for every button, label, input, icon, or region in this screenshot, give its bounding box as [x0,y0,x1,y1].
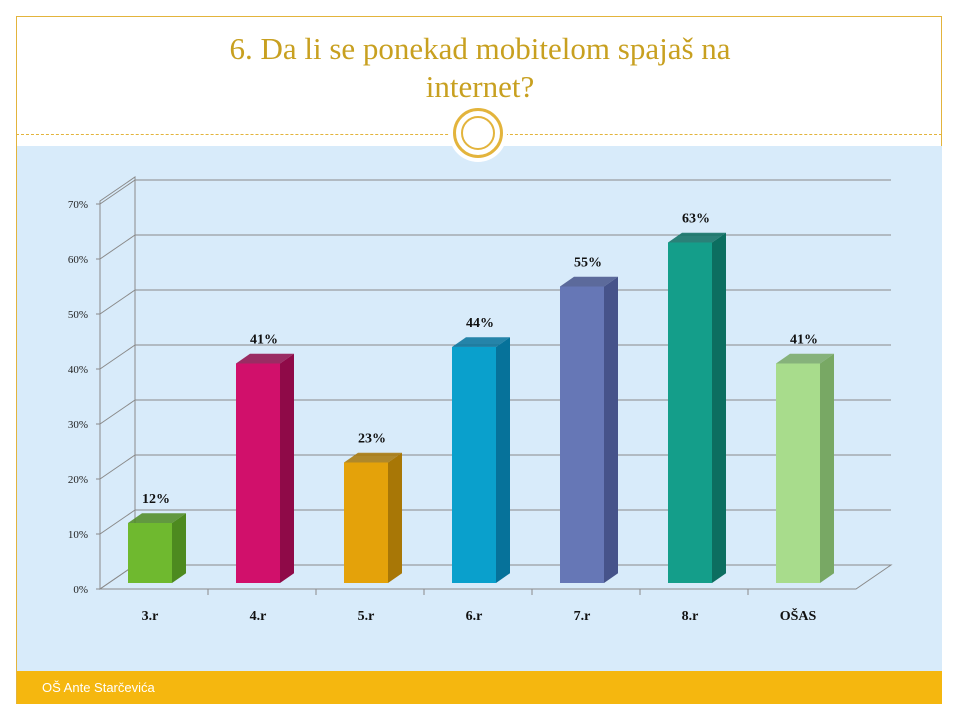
title-line-2: internet? [425,69,535,104]
y-tick-label: 30% [68,419,88,431]
data-label: 12% [142,492,170,507]
bar-top [344,452,402,463]
bar-top [236,353,294,364]
y-tick-label: 60% [68,254,88,266]
data-label: 41% [250,333,278,348]
y-tick-label: 70% [68,199,88,211]
y-tick-label: 0% [73,584,88,596]
gridline [99,289,891,315]
bar-top [560,276,618,287]
gridline [99,399,891,425]
data-label: 55% [574,256,602,271]
bar-side [280,353,294,583]
bar [668,242,712,583]
bar [560,286,604,583]
bar-top [452,337,510,347]
x-tick-label: 3.r [142,609,159,624]
footer-bar: OŠ Ante Starčevića [17,671,942,704]
gridline [99,454,891,480]
bar [452,347,496,583]
chart-floor [98,564,893,590]
y-tick-label: 10% [68,529,88,541]
x-tick-label: OŠAS [780,607,817,624]
bar-top [128,513,186,523]
bar-side [388,452,402,583]
bar [128,523,172,583]
y-tick-label: 50% [68,309,88,321]
data-label: 23% [358,432,386,447]
bar-side [820,353,834,583]
data-label: 44% [466,316,494,331]
data-label: 41% [790,333,818,348]
x-tick-label: 6.r [466,609,483,624]
slide-title: 6. Da li se ponekad mobitelom spajaš na … [120,30,840,106]
y-tick-label: 40% [68,364,88,376]
x-tick-label: 5.r [358,609,375,624]
footer-text: OŠ Ante Starčevića [42,680,155,695]
bar-side [604,276,618,583]
x-tick-label: 4.r [250,609,267,624]
bar-side [496,337,510,583]
bar [236,363,280,583]
bar [344,462,388,583]
gridline [99,179,891,205]
title-line-1: 6. Da li se ponekad mobitelom spajaš na [229,31,731,66]
bar-side [712,232,726,583]
bar [776,363,820,583]
gridline [99,509,891,535]
gridline [99,234,891,260]
y-tick-label: 20% [68,474,88,486]
gridline [99,344,891,370]
bar-top [668,232,726,243]
bar-side [172,513,186,583]
circle-ornament [453,108,503,158]
data-label: 63% [682,212,710,227]
x-tick-label: 7.r [574,609,591,624]
bar-top [776,353,834,364]
x-tick-label: 8.r [682,609,699,624]
